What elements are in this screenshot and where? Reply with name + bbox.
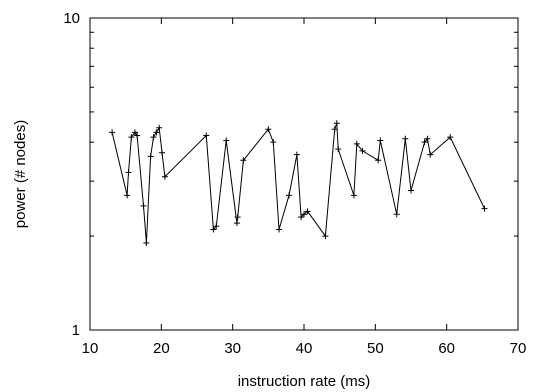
data-point (128, 134, 135, 141)
data-point (333, 120, 340, 127)
x-tick-label: 20 (153, 340, 170, 357)
y-axis-label: power (# nodes) (12, 120, 29, 228)
data-point (350, 192, 357, 199)
x-tick-label: 60 (438, 340, 455, 357)
x-tick-label: 40 (296, 340, 313, 357)
data-point (298, 214, 305, 221)
data-point (143, 240, 150, 247)
data-point (210, 226, 217, 233)
data-point (213, 223, 220, 230)
x-tick-label: 50 (367, 340, 384, 357)
data-point (234, 214, 241, 221)
data-point (131, 129, 138, 136)
data-point (276, 226, 283, 233)
data-point (304, 208, 311, 215)
x-tick-label: 10 (82, 340, 99, 357)
data-point (481, 205, 488, 212)
data-point (147, 153, 154, 160)
y-tick-label: 10 (63, 10, 80, 27)
y-tick-label: 1 (72, 322, 80, 339)
data-point (322, 233, 329, 240)
series-line (111, 123, 485, 244)
data-point (134, 132, 141, 139)
data-point (159, 149, 166, 156)
data-point (161, 173, 168, 180)
data-point (424, 135, 431, 142)
data-point (335, 146, 342, 153)
data-point (223, 137, 230, 144)
data-point (109, 129, 116, 136)
data-point (140, 202, 147, 209)
data-point (421, 139, 428, 146)
data-point (402, 135, 409, 142)
data-point (359, 147, 366, 154)
x-tick-label: 30 (224, 340, 241, 357)
x-tick-label: 70 (510, 340, 527, 357)
data-point (233, 220, 240, 227)
data-point (377, 137, 384, 144)
data-point (301, 211, 307, 218)
data-point (270, 139, 277, 146)
data-point (125, 169, 132, 176)
data-point (408, 187, 414, 194)
series-markers (109, 120, 488, 247)
x-axis-label: instruction rate (ms) (238, 373, 371, 390)
plot-area (89, 17, 519, 331)
data-point (150, 134, 157, 141)
data-point (265, 126, 272, 133)
data-point (203, 132, 210, 139)
data-point (447, 134, 454, 141)
data-point (331, 126, 338, 133)
data-point (286, 192, 293, 199)
data-point (124, 192, 131, 199)
data-point (375, 157, 382, 164)
data-point (393, 211, 400, 218)
data-point (240, 157, 247, 164)
data-point (353, 140, 360, 147)
data-point (427, 151, 434, 158)
data-point (156, 124, 163, 131)
data-point (153, 129, 160, 136)
axis-ticks (89, 17, 519, 331)
data-point (293, 151, 300, 158)
